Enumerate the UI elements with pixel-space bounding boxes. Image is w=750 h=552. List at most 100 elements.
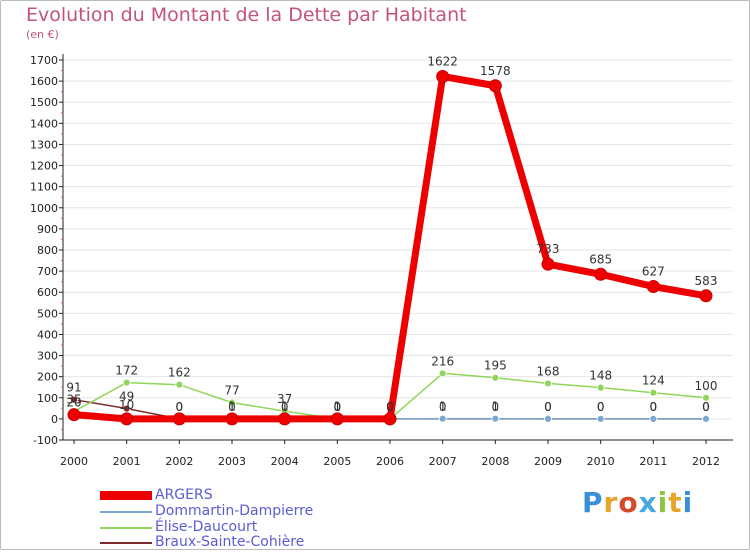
brand-letter: o — [618, 486, 639, 519]
data-point — [594, 267, 608, 281]
data-point — [278, 412, 292, 426]
data-label: 0 — [544, 400, 552, 414]
data-label: 0 — [702, 400, 710, 414]
data-point — [488, 79, 502, 93]
x-tick-label: 2011 — [639, 455, 667, 468]
data-label: 1578 — [480, 64, 511, 78]
data-label: 0 — [334, 400, 342, 414]
data-point — [699, 289, 713, 303]
y-tick-label: 900 — [37, 223, 58, 236]
legend-swatch-braux-sainte-cohiere — [100, 542, 152, 544]
data-point — [649, 414, 658, 423]
data-label: 0 — [439, 400, 447, 414]
data-label: 77 — [224, 384, 239, 398]
data-label: 685 — [589, 252, 612, 266]
data-label: 1 — [228, 400, 236, 414]
data-point — [122, 378, 131, 387]
chart-title: Evolution du Montant de la Dette par Hab… — [26, 4, 467, 26]
data-point — [649, 388, 658, 397]
x-tick-label: 2004 — [271, 455, 299, 468]
data-point — [702, 414, 710, 423]
data-label: 0 — [386, 400, 394, 414]
chart-unit-label: (en €) — [26, 28, 59, 41]
legend-swatch-dommartin-dampierre — [100, 511, 152, 513]
data-label: 0 — [492, 400, 500, 414]
brand-letter: r — [603, 486, 619, 519]
y-tick-label: 1400 — [30, 117, 58, 130]
x-tick-label: 2009 — [534, 455, 562, 468]
data-point — [596, 414, 605, 423]
legend-label-elise-daucourt: Élise-Daucourt — [155, 519, 258, 535]
data-label: 216 — [431, 354, 454, 368]
x-tick-label: 2007 — [429, 455, 457, 468]
data-point — [438, 369, 447, 378]
brand-letter: i — [657, 486, 669, 519]
y-tick-label: 1300 — [30, 138, 58, 151]
data-label: 583 — [695, 274, 718, 288]
data-label: 0 — [597, 400, 605, 414]
data-label: 0 — [176, 400, 184, 414]
data-point — [491, 373, 500, 382]
data-label: 124 — [642, 374, 665, 388]
data-label: 733 — [537, 242, 560, 256]
data-point — [175, 380, 184, 389]
data-point — [228, 398, 236, 407]
legend-label-argers: ARGERS — [155, 487, 213, 503]
data-label: 0 — [650, 400, 658, 414]
y-tick-label: -100 — [33, 434, 58, 447]
data-point — [330, 412, 344, 426]
data-point — [383, 412, 397, 426]
y-tick-label: 800 — [37, 244, 58, 257]
x-tick-label: 2008 — [481, 455, 509, 468]
data-label: 1 — [281, 400, 289, 414]
legend-label-dommartin-dampierre: Dommartin-Dampierre — [155, 503, 314, 519]
data-point — [596, 383, 605, 392]
data-label: 0 — [386, 400, 394, 414]
x-tick-label: 2001 — [113, 455, 141, 468]
x-tick-label: 2005 — [323, 455, 351, 468]
data-point — [438, 414, 447, 423]
legend-label-braux-sainte-cohiere: Braux-Sainte-Cohière — [155, 534, 305, 550]
data-label: 0 — [597, 400, 605, 414]
data-point — [225, 412, 239, 426]
data-point — [646, 280, 660, 294]
data-point — [172, 412, 186, 426]
data-point — [122, 404, 131, 413]
data-point — [702, 393, 710, 402]
data-point — [436, 69, 450, 83]
x-tick-label: 2002 — [165, 455, 193, 468]
brand-letter: P — [582, 486, 604, 519]
data-label: 195 — [484, 359, 507, 373]
y-tick-label: 700 — [37, 265, 58, 278]
data-label: 0 — [281, 400, 289, 414]
data-label: 37 — [277, 392, 292, 406]
data-label: 100 — [695, 379, 718, 393]
data-label: 0 — [544, 400, 552, 414]
y-tick-label: 1600 — [30, 75, 58, 88]
x-tick-label: 2003 — [218, 455, 246, 468]
brand-letter: x — [638, 486, 658, 519]
data-label: 0 — [334, 400, 342, 414]
data-point — [541, 257, 555, 271]
data-label: 627 — [642, 265, 665, 279]
y-tick-label: 600 — [37, 286, 58, 299]
data-label: 10 — [119, 398, 134, 412]
data-label: 20 — [66, 396, 81, 410]
legend-swatch-elise-daucourt — [100, 527, 152, 529]
legend-swatch-argers — [100, 491, 152, 500]
y-tick-label: 500 — [37, 307, 58, 320]
data-label: 35 — [66, 393, 81, 407]
data-label: 162 — [168, 366, 191, 380]
data-label: 1 — [492, 400, 500, 414]
data-point — [70, 395, 78, 404]
y-tick-label: 0 — [51, 413, 58, 426]
brand-letter: i — [682, 486, 694, 519]
proxiti-logo: Proxiti — [582, 486, 693, 519]
y-tick-label: 100 — [37, 392, 58, 405]
data-label: 49 — [119, 390, 134, 404]
x-tick-label: 2010 — [587, 455, 615, 468]
x-tick-label: 2006 — [376, 455, 404, 468]
y-tick-label: 1100 — [30, 181, 58, 194]
data-label: 0 — [702, 400, 710, 414]
data-point — [544, 379, 552, 388]
